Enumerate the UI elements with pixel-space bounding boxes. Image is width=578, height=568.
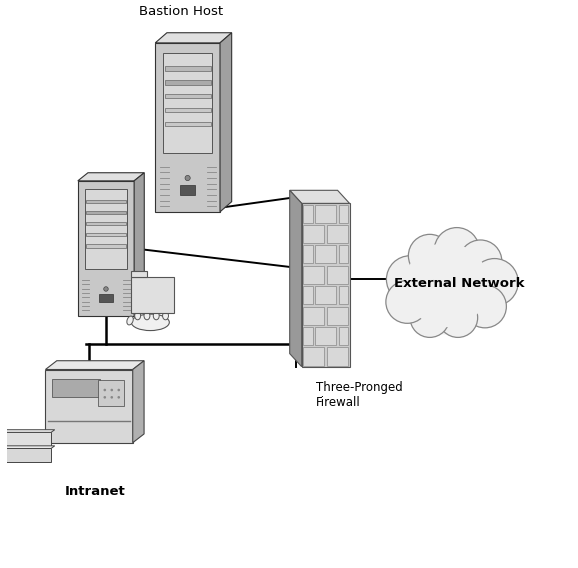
Circle shape: [410, 298, 450, 337]
Circle shape: [397, 236, 497, 335]
FancyBboxPatch shape: [165, 66, 210, 71]
FancyBboxPatch shape: [165, 122, 210, 126]
Circle shape: [409, 235, 451, 277]
Polygon shape: [220, 33, 232, 212]
Circle shape: [464, 285, 506, 328]
Polygon shape: [46, 370, 133, 442]
Circle shape: [434, 228, 479, 273]
Polygon shape: [3, 449, 51, 462]
Polygon shape: [315, 245, 336, 264]
Ellipse shape: [153, 312, 159, 320]
Circle shape: [103, 287, 108, 291]
FancyBboxPatch shape: [98, 381, 124, 406]
Circle shape: [110, 396, 113, 399]
Polygon shape: [133, 361, 144, 442]
Ellipse shape: [162, 312, 168, 320]
Circle shape: [117, 396, 120, 399]
FancyBboxPatch shape: [163, 53, 212, 153]
Polygon shape: [131, 277, 173, 313]
Polygon shape: [315, 204, 336, 223]
Polygon shape: [290, 190, 350, 203]
Ellipse shape: [144, 312, 150, 320]
FancyBboxPatch shape: [86, 200, 125, 203]
Circle shape: [117, 389, 120, 391]
Polygon shape: [155, 43, 220, 212]
Polygon shape: [303, 225, 324, 243]
Polygon shape: [303, 204, 313, 223]
Polygon shape: [339, 204, 349, 223]
Polygon shape: [134, 173, 144, 316]
Polygon shape: [3, 430, 55, 432]
Circle shape: [387, 256, 434, 303]
Polygon shape: [302, 203, 350, 367]
Polygon shape: [339, 286, 349, 304]
Circle shape: [185, 176, 190, 181]
FancyBboxPatch shape: [84, 189, 127, 269]
FancyBboxPatch shape: [99, 294, 113, 303]
Polygon shape: [78, 173, 144, 181]
FancyBboxPatch shape: [180, 185, 195, 195]
Polygon shape: [155, 33, 232, 43]
Polygon shape: [290, 190, 302, 367]
Polygon shape: [303, 286, 313, 304]
Circle shape: [438, 298, 477, 337]
Text: Bastion Host: Bastion Host: [139, 5, 223, 18]
Text: Three-Pronged
Firewall: Three-Pronged Firewall: [316, 381, 403, 409]
Circle shape: [103, 389, 106, 391]
Circle shape: [386, 281, 429, 323]
FancyBboxPatch shape: [86, 244, 125, 248]
Polygon shape: [315, 286, 336, 304]
Polygon shape: [327, 348, 349, 366]
FancyBboxPatch shape: [165, 108, 210, 112]
Circle shape: [405, 243, 489, 327]
Text: Intranet: Intranet: [64, 485, 125, 498]
Polygon shape: [131, 271, 147, 277]
FancyBboxPatch shape: [165, 80, 210, 85]
Ellipse shape: [127, 316, 134, 325]
Circle shape: [459, 240, 502, 283]
Polygon shape: [78, 181, 134, 316]
Polygon shape: [303, 245, 313, 264]
Ellipse shape: [135, 312, 140, 320]
FancyBboxPatch shape: [86, 222, 125, 225]
FancyBboxPatch shape: [53, 379, 101, 398]
Circle shape: [110, 389, 113, 391]
FancyBboxPatch shape: [86, 211, 125, 215]
Polygon shape: [327, 266, 349, 284]
Polygon shape: [46, 361, 144, 370]
Polygon shape: [3, 432, 51, 445]
Polygon shape: [3, 446, 55, 449]
FancyBboxPatch shape: [86, 233, 125, 236]
Polygon shape: [303, 266, 324, 284]
Ellipse shape: [131, 314, 169, 331]
Polygon shape: [339, 327, 349, 345]
Polygon shape: [315, 327, 336, 345]
Polygon shape: [339, 245, 349, 264]
Polygon shape: [303, 307, 324, 325]
Polygon shape: [327, 225, 349, 243]
Polygon shape: [303, 327, 313, 345]
FancyBboxPatch shape: [165, 94, 210, 98]
Polygon shape: [327, 307, 349, 325]
Circle shape: [471, 258, 518, 306]
Text: External Network: External Network: [394, 277, 524, 290]
Polygon shape: [303, 348, 324, 366]
Circle shape: [103, 396, 106, 399]
